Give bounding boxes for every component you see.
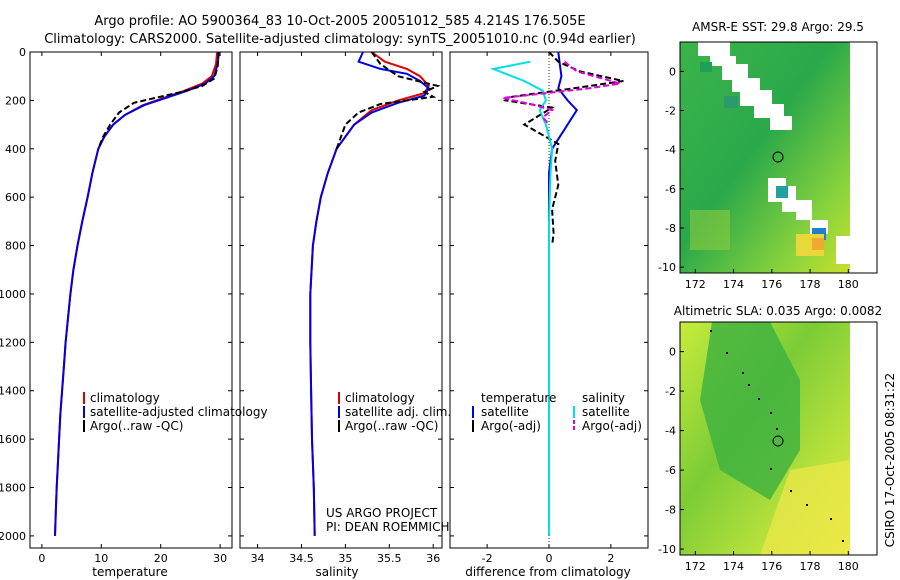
- series-line-argo-raw-qc-: [335, 51, 441, 150]
- sla-high-band: [760, 460, 850, 555]
- sst-cloud-mask: [698, 42, 850, 264]
- x-tick-label: 34.5: [289, 552, 314, 565]
- pi-label: PI: DEAN ROEMMICH: [326, 520, 449, 534]
- map-y-tick-label: -2: [665, 385, 676, 398]
- x-tick-label: 36: [426, 552, 440, 565]
- x-tick-label: 2: [607, 552, 614, 565]
- salinity-legend: climatology satellite adj. clim. Argo(..…: [338, 391, 451, 433]
- x-tick-label: 35: [338, 552, 352, 565]
- map-x-tick-label: 178: [800, 560, 821, 573]
- legend-label-climatology: climatology: [345, 391, 415, 405]
- y-tick-label: 600: [5, 191, 26, 204]
- sst-map-ticks: 172 174 176 178 180 0 -2 -4 -6 -8 -10: [658, 65, 859, 291]
- salinity-plot: 34 34.5 35 35.5 36: [240, 51, 442, 565]
- legend-label-satellite: satellite adj. clim.: [345, 405, 451, 419]
- sla-map-title: Altimetric SLA: 0.035 Argo: 0.0082: [674, 304, 882, 318]
- series-line-argo-adj-: [502, 60, 621, 126]
- legend-label-satellite: satellite-adjusted climatology: [90, 405, 268, 419]
- sst-argo-marker: [772, 151, 784, 163]
- legend-label-temp-argo: Argo(-adj): [481, 419, 541, 433]
- salinity-axis-label: salinity: [315, 565, 358, 579]
- map-x-tick-label: 172: [685, 560, 706, 573]
- y-tick-label: 200: [5, 94, 26, 107]
- legend-label-sal-argo: Argo(-adj): [582, 419, 642, 433]
- sla-map-ticks: 172 174 176 178 180 0 -2 -4 -6 -8 -10: [658, 346, 859, 573]
- y-tick-label: 1000: [0, 288, 26, 301]
- y-tick-label: 2000: [0, 530, 26, 543]
- y-tick-label: 400: [5, 143, 26, 156]
- legend-header-salinity: salinity: [582, 391, 625, 405]
- legend-label-argo: Argo(..raw -QC): [90, 419, 183, 433]
- map-y-tick-label: -4: [665, 425, 676, 438]
- series-line-satellite: [489, 60, 554, 536]
- project-label: US ARGO PROJECT: [326, 506, 438, 520]
- temperature-panel-frame: [29, 51, 233, 549]
- y-tick-label: 1200: [0, 336, 26, 349]
- timestamp-label: CSIRO 17-Oct-2005 08:31:22: [883, 373, 897, 547]
- y-tick-label: 1800: [0, 482, 26, 495]
- temperature-axis-label: temperature: [92, 565, 167, 579]
- map-x-tick-label: 176: [761, 278, 782, 291]
- map-x-tick-label: 178: [800, 278, 821, 291]
- legend-label-argo: Argo(..raw -QC): [345, 419, 438, 433]
- difference-plot: -2 0 2: [450, 51, 648, 565]
- sst-map-title: AMSR-E SST: 29.8 Argo: 29.5: [692, 20, 864, 34]
- legend-header-temperature: temperature: [481, 391, 556, 405]
- y-tick-label: 800: [5, 240, 26, 253]
- x-tick-label: -2: [482, 552, 493, 565]
- y-tick-label: 1400: [0, 385, 26, 398]
- map-x-tick-label: 172: [685, 278, 706, 291]
- series-line-satellite-adj-clim-: [309, 51, 431, 536]
- difference-legend: temperature salinity satellite Argo(-adj…: [472, 391, 642, 433]
- figure-title-line2: Climatology: CARS2000. Satellite-adjuste…: [44, 32, 636, 47]
- map-y-tick-label: -2: [665, 105, 676, 118]
- sla-low-band: [700, 322, 800, 500]
- x-tick-label: 35.5: [377, 552, 402, 565]
- temperature-plot: 0 10 20 30 0 200 400 600 800 1000 1200 1400 1600 1800…: [0, 46, 232, 565]
- map-y-tick-label: 0: [669, 346, 676, 359]
- map-x-tick-label: 174: [723, 560, 744, 573]
- map-y-tick-label: -6: [665, 464, 676, 477]
- legend-label-sal-satellite: satellite: [582, 405, 630, 419]
- map-y-tick-label: 0: [669, 65, 676, 78]
- x-tick-label: 0: [546, 552, 553, 565]
- map-x-tick-label: 176: [761, 560, 782, 573]
- x-tick-label: 10: [94, 552, 108, 565]
- map-y-tick-label: -10: [658, 543, 676, 556]
- map-x-tick-label: 180: [838, 560, 859, 573]
- y-tick-label: 0: [19, 46, 26, 59]
- x-tick-label: 34: [251, 552, 265, 565]
- x-tick-label: 30: [213, 552, 227, 565]
- sla-argo-marker: [772, 435, 784, 447]
- y-tick-label: 1600: [0, 433, 26, 446]
- sla-map: [679, 321, 878, 556]
- map-y-tick-label: -6: [665, 183, 676, 196]
- sla-map-border: [679, 321, 878, 556]
- sst-map: [679, 41, 878, 274]
- legend-label-temp-satellite: satellite: [481, 405, 529, 419]
- difference-axis-label: difference from climatology: [465, 565, 631, 579]
- figure-title-line1: Argo profile: AO 5900364_83 10-Oct-2005 …: [94, 14, 585, 29]
- map-y-tick-label: -8: [665, 504, 676, 517]
- series-line-argo-raw-qc-: [97, 51, 220, 150]
- map-x-tick-label: 174: [723, 278, 744, 291]
- map-x-tick-label: 180: [838, 278, 859, 291]
- salinity-panel-frame: [239, 51, 443, 549]
- sla-coastline-dots: [710, 330, 844, 542]
- map-y-tick-label: -10: [658, 261, 676, 274]
- x-tick-label: 0: [38, 552, 45, 565]
- map-y-tick-label: -8: [665, 222, 676, 235]
- series-line-argo-adj-: [502, 51, 624, 246]
- legend-label-climatology: climatology: [90, 391, 160, 405]
- sst-warm-patches: [690, 62, 826, 256]
- temperature-legend: climatology satellite-adjusted climatolo…: [83, 391, 268, 433]
- sst-map-border: [679, 41, 878, 274]
- x-tick-label: 20: [154, 552, 168, 565]
- map-y-tick-label: -4: [665, 144, 676, 157]
